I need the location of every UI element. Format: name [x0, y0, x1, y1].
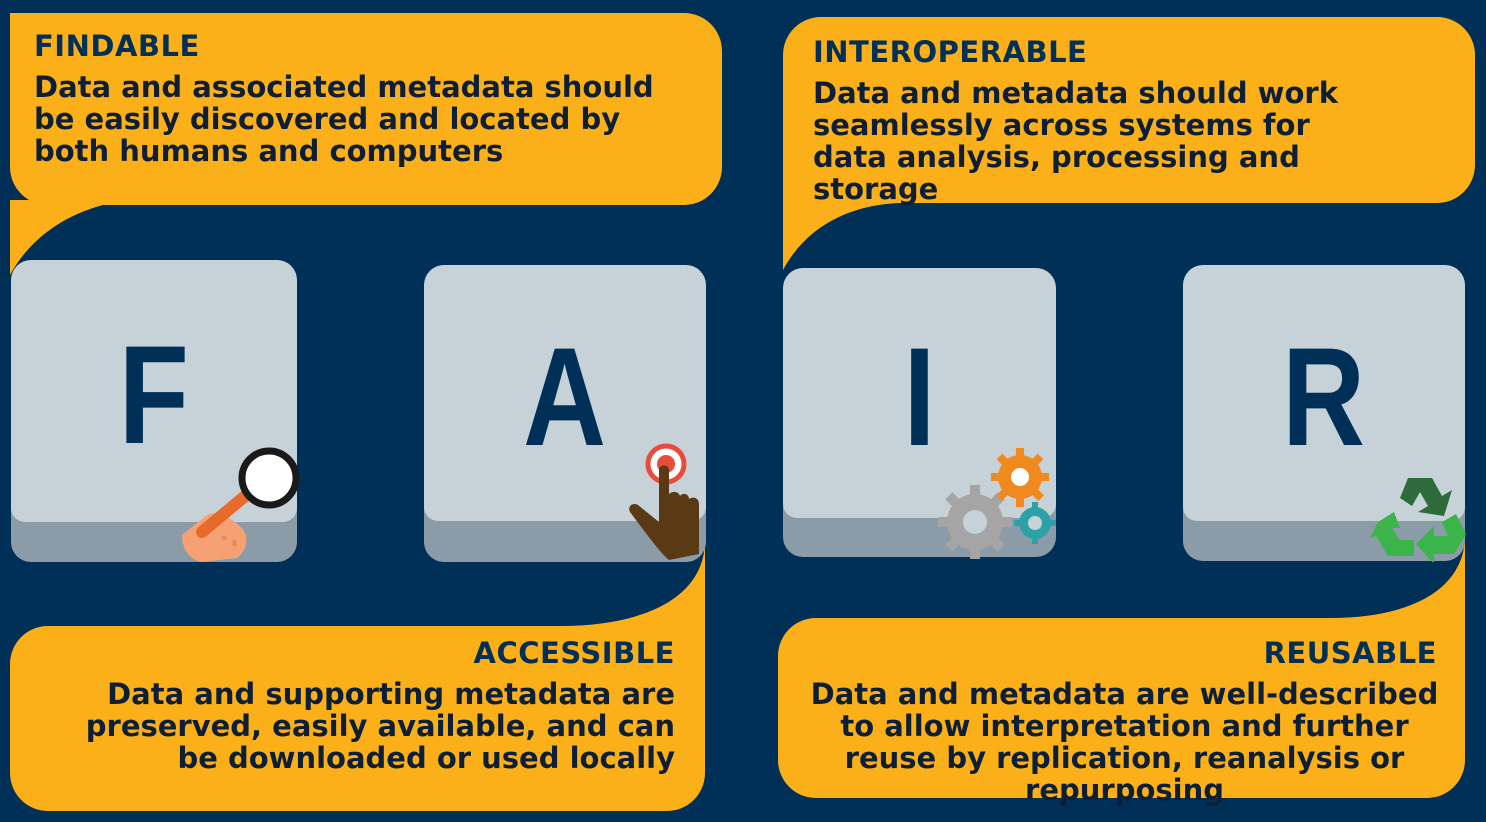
findable-swoosh [10, 150, 140, 275]
interoperable-swoosh [783, 150, 905, 270]
accessible-description: Data and supporting metadata are preserv… [85, 676, 675, 775]
reusable-description: Data and metadata are well-described to … [810, 676, 1439, 807]
pointing-hand-icon [629, 443, 699, 560]
gears-icon [938, 448, 1056, 559]
recycle-icon [1370, 478, 1466, 562]
key-r: R [1183, 265, 1465, 561]
accessible-card: ACCESSIBLE Data and supporting metadata … [10, 626, 705, 811]
key-f-letter: F [118, 316, 190, 473]
interoperable-title: INTEROPERABLE [813, 35, 1088, 69]
key-f: F [11, 260, 297, 562]
findable-card: FINDABLE Data and associated metadata sh… [10, 13, 722, 205]
magnifier-icon [182, 447, 300, 562]
findable-title: FINDABLE [34, 29, 200, 63]
interoperable-card: INTEROPERABLE Data and metadata should w… [783, 17, 1475, 206]
interoperable-description: Data and metadata should work seamlessly… [813, 75, 1338, 206]
reusable-card: REUSABLE Data and metadata are well-desc… [778, 618, 1465, 806]
key-a-letter: A [523, 318, 607, 475]
accessible-title: ACCESSIBLE [473, 636, 675, 670]
key-r-letter: R [1282, 318, 1366, 475]
key-i-letter: I [903, 318, 936, 475]
reusable-title: REUSABLE [1263, 636, 1437, 670]
key-i: I [783, 268, 1056, 557]
findable-description: Data and associated metadata should be e… [34, 69, 654, 168]
